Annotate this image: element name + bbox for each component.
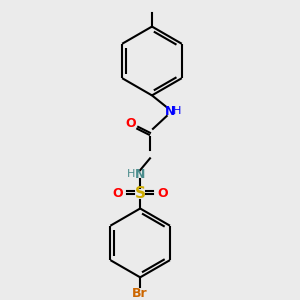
Text: O: O <box>158 187 168 200</box>
Text: H: H <box>173 106 182 116</box>
Text: N: N <box>135 168 146 181</box>
Text: S: S <box>135 186 146 201</box>
Text: Br: Br <box>132 286 148 300</box>
Text: O: O <box>125 117 136 130</box>
Text: H: H <box>127 169 136 179</box>
Text: O: O <box>112 187 123 200</box>
Text: N: N <box>164 105 175 118</box>
